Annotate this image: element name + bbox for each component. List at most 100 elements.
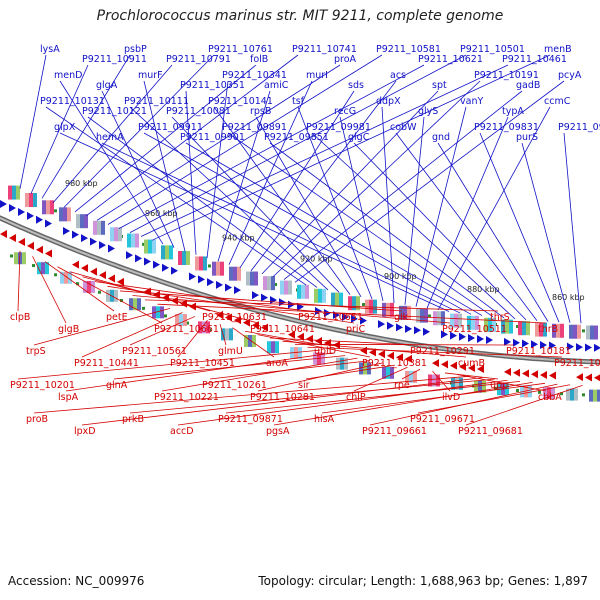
gene-label[interactable]: P9211_09671 [410, 414, 475, 425]
gene-label[interactable]: P9211_10621 [418, 54, 483, 65]
gene-label[interactable]: glgC [348, 132, 370, 143]
gene-label[interactable]: lpxD [74, 426, 96, 437]
gene-label[interactable]: P9211_10461 [502, 54, 567, 65]
gene-label[interactable]: menB [544, 44, 572, 55]
gene-label[interactable]: vanY [460, 96, 483, 107]
gene-label[interactable]: cumB [458, 358, 485, 369]
gene-label[interactable]: chlP [346, 392, 366, 403]
gene-label[interactable]: ubiD [314, 346, 336, 357]
gene-label[interactable]: purS [516, 132, 538, 143]
gene-label[interactable]: pcyA [558, 70, 582, 81]
gene-label[interactable]: glgA [96, 80, 118, 91]
gene-label[interactable]: gnd [432, 132, 450, 143]
gene-label[interactable]: P9211_09981 [306, 122, 371, 133]
gene-label[interactable]: glyS [418, 106, 438, 117]
gene-label[interactable]: P9211_10381 [362, 358, 427, 369]
gene-label[interactable]: P9211_10351 [180, 80, 245, 91]
gene-label[interactable]: P9211_10111 [124, 96, 189, 107]
gene-label[interactable]: psbP [124, 44, 147, 55]
gene-label[interactable]: priC [346, 324, 366, 335]
gene-label[interactable]: P9211_10791 [166, 54, 231, 65]
gene-label[interactable]: P9211_09851 [264, 132, 329, 143]
gene-label[interactable]: P9211_09891 [222, 122, 287, 133]
gene-label[interactable]: P9211_10131 [40, 96, 105, 107]
gene-label[interactable]: P9211_10181 [506, 346, 571, 357]
gene-label[interactable]: cobW [390, 122, 417, 133]
gene-label[interactable]: spt [432, 80, 447, 91]
gene-label[interactable]: cbbA [538, 392, 562, 403]
gene-label[interactable]: gadB [516, 80, 540, 91]
gene-label[interactable]: P9211_09661 [362, 426, 427, 437]
gene-label[interactable]: amiC [264, 80, 289, 91]
gene-label[interactable]: acs [390, 70, 406, 81]
gene-label[interactable]: ddpX [376, 96, 401, 107]
gene-label[interactable]: P9211_10141 [208, 96, 273, 107]
gene-label[interactable]: P9211_10631 [202, 312, 267, 323]
gene-label[interactable]: proB [26, 414, 48, 425]
gene-label[interactable]: proA [334, 54, 357, 65]
gene-label[interactable]: petE [106, 312, 128, 323]
gene-label[interactable]: typA [502, 106, 524, 117]
gene-label[interactable]: clpB [10, 312, 30, 323]
gene-label[interactable]: P9211_10911 [82, 54, 147, 65]
gene-label[interactable]: P9211_10121 [82, 106, 147, 117]
gene-label[interactable]: sir [298, 380, 310, 391]
gene-label[interactable]: accD [170, 426, 194, 437]
gene-label[interactable]: P9211_10561 [122, 346, 187, 357]
gene-label[interactable]: murI [306, 70, 328, 81]
gene-label[interactable]: trpS [26, 346, 46, 357]
gene-label[interactable]: pgsA [266, 426, 290, 437]
gene-label[interactable]: P9211_10291 [410, 346, 475, 357]
gene-label[interactable]: aroA [266, 358, 288, 369]
gene-label[interactable]: P9211_09811 [558, 122, 600, 133]
gene-label[interactable]: rpsB [250, 106, 271, 117]
gene-label[interactable]: P9211_10451 [170, 358, 235, 369]
gene-label[interactable]: P9211_10281 [250, 392, 315, 403]
gene-label[interactable]: ilvD [442, 392, 460, 403]
gene-label[interactable]: P9211_09911 [138, 122, 203, 133]
gene-label[interactable]: upp [490, 380, 508, 391]
gene-label[interactable]: glnA [106, 380, 128, 391]
gene-label[interactable]: P9211_10201 [10, 380, 75, 391]
gene-label[interactable]: rpe [394, 380, 410, 391]
gene-label[interactable]: sds [348, 80, 364, 91]
gene-label[interactable]: P9211_10081 [166, 106, 231, 117]
gene-label[interactable]: menD [54, 70, 82, 81]
gene-label[interactable]: glgB [58, 324, 79, 335]
gene-label[interactable]: glk [394, 312, 409, 323]
gene-label[interactable]: P9211_09901 [180, 132, 245, 143]
gene-label[interactable]: P9211_09681 [458, 426, 523, 437]
gene-label[interactable]: P9211_10261 [202, 380, 267, 391]
gene-label[interactable]: P9211_10581 [376, 44, 441, 55]
gene-label[interactable]: hisA [314, 414, 335, 425]
gene-label[interactable]: P9211_09831 [474, 122, 539, 133]
gene-label[interactable]: folB [250, 54, 268, 65]
gene-label[interactable]: lysA [40, 44, 60, 55]
feature-block [298, 347, 302, 360]
gene-label[interactable]: P9211_10221 [154, 392, 219, 403]
gene-label[interactable]: glpX [54, 122, 76, 133]
gene-label[interactable]: P9211_10511 [442, 324, 507, 335]
gene-label[interactable]: hemA [96, 132, 124, 143]
gene-label[interactable]: P9211_10341 [222, 70, 287, 81]
gene-label[interactable]: tsf [292, 96, 305, 107]
gene-label[interactable]: prkB [122, 414, 144, 425]
gene-label[interactable]: P9211_10191 [474, 70, 539, 81]
gene-label[interactable]: thrS [490, 312, 510, 323]
gene-label[interactable]: lspA [58, 392, 79, 403]
gene-label[interactable]: P9211_10501 [460, 44, 525, 55]
gene-label[interactable]: P9211_10641 [250, 324, 315, 335]
gene-label[interactable]: P9211_10441 [74, 358, 139, 369]
gene-label[interactable]: P9211_10741 [292, 44, 357, 55]
gene-label[interactable]: P9211_10761 [208, 44, 273, 55]
gene-label[interactable]: ccmC [544, 96, 571, 107]
gene-label[interactable]: glmU [218, 346, 243, 357]
gene-label[interactable]: P9211_09871 [218, 414, 283, 425]
gene-label[interactable]: thrB [538, 324, 558, 335]
gene-label[interactable]: P9211_10661 [154, 324, 219, 335]
gene-label[interactable]: murF [138, 70, 163, 81]
gene-label[interactable]: recG [334, 106, 356, 117]
gene-label[interactable]: P9211_10651 [298, 312, 363, 323]
gene-label[interactable]: P9211_10171 [554, 358, 600, 369]
